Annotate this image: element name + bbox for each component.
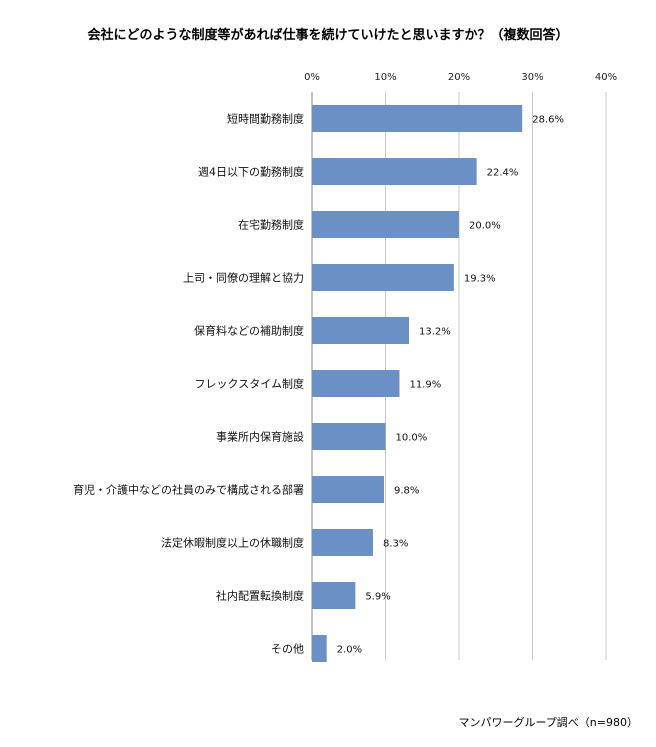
x-tick-label: 20%: [448, 72, 470, 83]
chart-title: 会社にどのような制度等があれば仕事を続けていけたと思いますか？（複数回答）: [87, 28, 569, 43]
x-tick-label: 40%: [595, 72, 617, 83]
bar: [312, 423, 386, 450]
category-label: 上司・同僚の理解と協力: [183, 271, 304, 285]
category-label: その他: [271, 643, 304, 656]
bar: [312, 370, 400, 397]
category-label: 法定休暇制度以上の休職制度: [161, 536, 304, 550]
value-label: 9.8%: [394, 486, 419, 497]
category-label: 育児・介護中などの社員のみで構成される部署: [73, 483, 304, 497]
bar: [312, 582, 356, 609]
value-label: 8.3%: [383, 539, 408, 550]
value-label: 20.0%: [469, 221, 501, 232]
x-tick-label: 10%: [374, 72, 396, 83]
category-label: 在宅勤務制度: [238, 218, 304, 232]
bar: [312, 211, 459, 238]
x-tick-label: 0%: [304, 72, 320, 83]
value-label: 2.0%: [337, 645, 362, 656]
category-label: 週4日以下の勤務制度: [198, 165, 304, 179]
category-label: 保育料などの補助制度: [194, 324, 304, 338]
source-note: マンパワーグループ調べ（n=980）: [458, 716, 638, 729]
value-label: 28.6%: [532, 115, 564, 126]
value-label: 10.0%: [396, 433, 428, 444]
bar: [312, 529, 374, 556]
category-label: フレックスタイム制度: [195, 377, 304, 391]
bar: [312, 635, 327, 662]
category-label: 社内配置転換制度: [216, 589, 304, 603]
bar: [312, 105, 523, 132]
bar: [312, 317, 410, 344]
bar: [312, 476, 385, 503]
value-label: 13.2%: [419, 327, 451, 338]
value-label: 5.9%: [365, 592, 390, 603]
bar: [312, 264, 454, 291]
category-label: 短時間勤務制度: [227, 112, 304, 126]
category-label: 事業所内保育施設: [216, 430, 304, 444]
x-tick-label: 30%: [521, 72, 543, 83]
value-label: 22.4%: [487, 168, 519, 179]
value-label: 11.9%: [409, 380, 441, 391]
bar: [312, 158, 477, 185]
value-label: 19.3%: [464, 274, 496, 285]
